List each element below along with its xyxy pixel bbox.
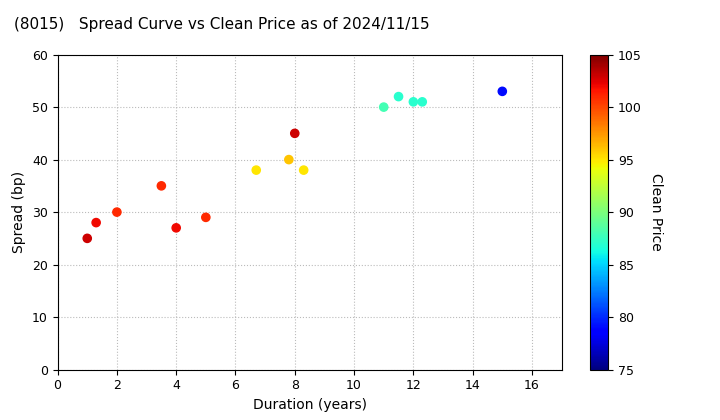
Point xyxy=(298,167,310,173)
Point xyxy=(171,224,182,231)
Point xyxy=(289,130,300,137)
Y-axis label: Clean Price: Clean Price xyxy=(649,173,663,251)
Point xyxy=(393,93,405,100)
Point xyxy=(156,182,167,189)
Text: (8015)   Spread Curve vs Clean Price as of 2024/11/15: (8015) Spread Curve vs Clean Price as of… xyxy=(14,17,430,32)
Point xyxy=(497,88,508,95)
Point xyxy=(91,219,102,226)
Point xyxy=(283,156,294,163)
Point xyxy=(378,104,390,110)
Point xyxy=(416,98,428,105)
Point xyxy=(408,98,419,105)
Point xyxy=(200,214,212,221)
Point xyxy=(111,209,122,215)
X-axis label: Duration (years): Duration (years) xyxy=(253,398,366,412)
Point xyxy=(81,235,93,242)
Point xyxy=(251,167,262,173)
Y-axis label: Spread (bp): Spread (bp) xyxy=(12,171,27,253)
